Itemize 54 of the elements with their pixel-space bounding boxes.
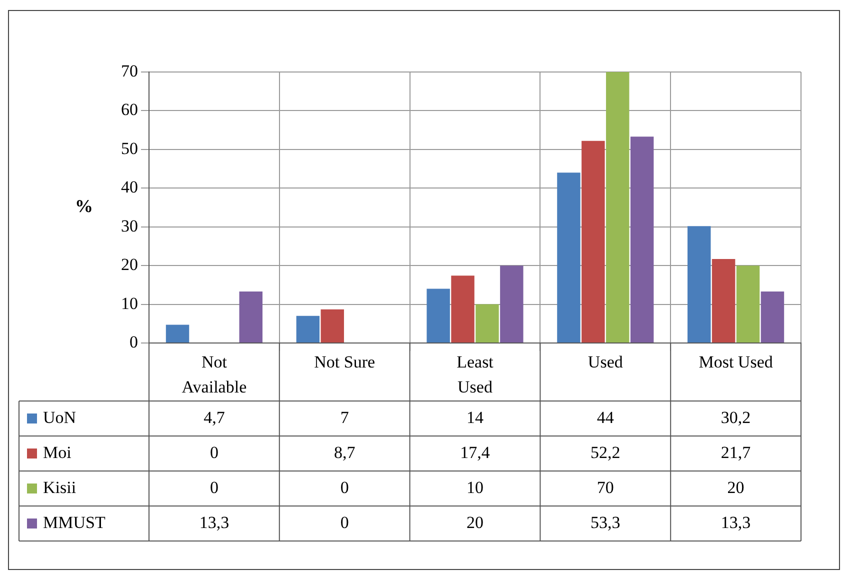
bar xyxy=(296,316,320,342)
bar xyxy=(426,288,450,342)
bar xyxy=(688,226,711,342)
data-label: 52,2 xyxy=(590,442,620,462)
bar xyxy=(557,172,580,342)
legend-label: Moi xyxy=(43,442,72,462)
y-tick-label: 70 xyxy=(121,61,138,80)
y-tick-label: 10 xyxy=(121,294,138,313)
bar xyxy=(582,140,605,342)
data-label: 13,3 xyxy=(199,512,230,532)
bar xyxy=(712,258,736,342)
bar xyxy=(239,292,262,342)
data-label: 0 xyxy=(210,442,218,462)
data-label: 20 xyxy=(727,478,744,497)
x-tick-label: Used xyxy=(588,352,624,372)
data-label: 20 xyxy=(466,512,484,532)
data-label: 17,4 xyxy=(460,442,490,462)
data-label: 8,7 xyxy=(334,442,356,462)
y-tick-label: 50 xyxy=(121,138,138,158)
data-label: 14 xyxy=(466,408,484,427)
data-label: 44 xyxy=(596,408,614,427)
data-label: 53,3 xyxy=(590,512,620,532)
bar xyxy=(606,72,630,342)
data-label: 0 xyxy=(340,512,349,532)
y-tick-label: 20 xyxy=(121,255,138,274)
data-label: 13,3 xyxy=(720,512,751,532)
x-tick-label: Not Available xyxy=(182,352,247,396)
data-label: 70 xyxy=(596,478,614,497)
bar xyxy=(736,266,760,342)
bar xyxy=(166,324,190,342)
data-label: 30,2 xyxy=(720,408,751,427)
y-tick-label: 0 xyxy=(130,332,138,352)
x-tick-label: Least Used xyxy=(456,352,494,396)
legend-label: MMUST xyxy=(43,512,106,532)
y-tick-label: 30 xyxy=(121,216,138,236)
legend-label: UoN xyxy=(43,408,76,427)
y-tick-label: 40 xyxy=(121,178,138,197)
data-label: 0 xyxy=(340,478,349,497)
data-label: 4,7 xyxy=(204,408,226,427)
bar xyxy=(320,309,344,342)
data-label: 0 xyxy=(210,478,218,497)
bar xyxy=(500,266,524,342)
y-axis-title: % xyxy=(75,196,93,216)
data-label: 10 xyxy=(466,478,484,497)
bar xyxy=(476,304,499,342)
legend-label: Kisii xyxy=(43,478,76,497)
bar xyxy=(451,276,474,342)
bar xyxy=(760,292,784,342)
data-label: 21,7 xyxy=(720,442,752,462)
y-tick-label: 60 xyxy=(121,100,138,120)
x-tick-label: Most Used xyxy=(698,352,774,372)
x-tick-label: Not Sure xyxy=(314,352,376,372)
data-label: 7 xyxy=(340,408,350,427)
bar xyxy=(630,136,654,342)
